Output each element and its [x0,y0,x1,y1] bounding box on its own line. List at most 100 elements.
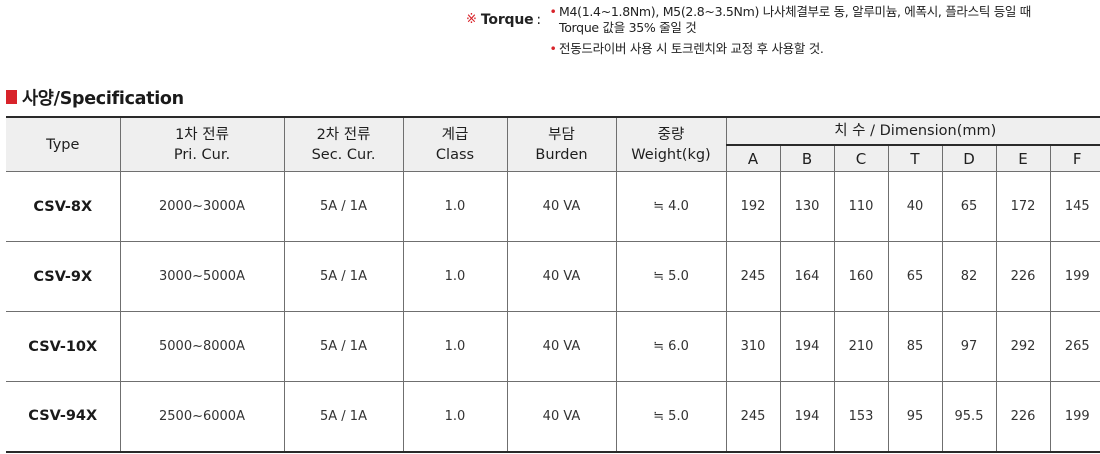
header-class-en: Class [435,146,475,163]
header-burden: 부담 Burden [506,116,617,172]
cell-dim-f: 145 [1049,171,1100,242]
cell-dim-a: 245 [725,241,781,312]
cell-dim-t: 65 [887,241,943,312]
torque-key: ※ Torque : [466,4,547,36]
cell-weight: ≒ 6.0 [615,311,727,382]
header-primary-current: 1차 전류 Pri. Cur. [119,116,285,172]
red-square-icon [6,90,17,104]
cell-dim-b: 194 [779,381,835,453]
cell-burden: 40 VA [506,311,617,382]
cell-dim-e: 226 [995,381,1051,453]
header-class: 계급 Class [402,116,508,172]
cell-secondary-current: 5A / 1A [283,241,404,312]
section-title: 사양/Specification [22,88,184,109]
cell-dim-d: 82 [941,241,997,312]
torque-note: ※ Torque : • M4(1.4~1.8Nm), M5(2.8~3.5Nm… [466,4,1096,36]
bullet-icon: • [549,41,557,56]
reference-mark: ※ [466,12,477,27]
cell-weight: ≒ 5.0 [615,381,727,453]
torque-line-2-text: Torque 값을 35% 줄일 것 [559,20,697,35]
table-row: CSV-10X 5000~8000A 5A / 1A 1.0 40 VA ≒ 6… [6,311,1100,382]
header-dimension: 치 수 / Dimension(mm) [725,116,1100,146]
cell-weight: ≒ 5.0 [615,241,727,312]
torque-line-2: Torque 값을 35% 줄일 것 [547,20,1096,36]
cell-dim-d: 65 [941,171,997,242]
cell-weight: ≒ 4.0 [615,171,727,242]
header-dim-a: A [726,144,781,172]
cell-dim-b: 194 [779,311,835,382]
header-secondary-current: 2차 전류 Sec. Cur. [283,116,404,172]
driver-line-text: 전동드라이버 사용 시 토크렌치와 교정 후 사용할 것. [559,41,824,56]
cell-dim-d: 97 [941,311,997,382]
driver-line: • 전동드라이버 사용 시 토크렌치와 교정 후 사용할 것. [547,41,1096,57]
bullet-icon: • [549,4,557,19]
cell-dim-t: 85 [887,311,943,382]
header-burden-ko: 부담 [548,126,575,143]
cell-dim-c: 153 [833,381,889,453]
header-class-ko: 계급 [441,126,469,143]
cell-dim-a: 310 [725,311,781,382]
cell-primary-current: 2000~3000A [119,171,285,242]
section-heading: 사양/Specification [6,84,184,110]
header-burden-en: Burden [535,146,588,163]
cell-dim-c: 110 [833,171,889,242]
header-dim-e: E [995,144,1051,172]
cell-secondary-current: 5A / 1A [283,171,404,242]
torque-label: Torque [480,12,534,28]
cell-dim-e: 172 [995,171,1051,242]
cell-primary-current: 3000~5000A [119,241,285,312]
cell-primary-current: 5000~8000A [119,311,285,382]
cell-dim-b: 130 [779,171,835,242]
header-type: Type [6,116,121,172]
table-row: CSV-8X 2000~3000A 5A / 1A 1.0 40 VA ≒ 4.… [6,171,1100,242]
cell-class: 1.0 [402,171,508,242]
header-secondary-current-en: Sec. Cur. [311,146,376,163]
cell-dim-t: 40 [887,171,943,242]
cell-dim-e: 292 [995,311,1051,382]
header-dim-c: C [833,144,889,172]
cell-dim-c: 160 [833,241,889,312]
cell-type: CSV-94X [6,381,121,453]
header-dim-b: B [779,144,835,172]
table-row: CSV-9X 3000~5000A 5A / 1A 1.0 40 VA ≒ 5.… [6,241,1100,312]
cell-dim-f: 199 [1049,241,1100,312]
cell-dim-f: 199 [1049,381,1100,453]
cell-class: 1.0 [402,241,508,312]
cell-dim-b: 164 [779,241,835,312]
cell-burden: 40 VA [506,241,617,312]
specification-table: Type 1차 전류 Pri. Cur. 2차 전류 Sec. Cur. 계급 … [6,116,1100,453]
cell-secondary-current: 5A / 1A [283,311,404,382]
header-primary-current-ko: 1차 전류 [175,126,229,143]
driver-note: • 전동드라이버 사용 시 토크렌치와 교정 후 사용할 것. [466,41,1096,57]
header-dim-d: D [941,144,997,172]
header-dim-f: F [1049,144,1100,172]
cell-type: CSV-9X [6,241,121,312]
cell-dim-c: 210 [833,311,889,382]
cell-dim-t: 95 [887,381,943,453]
cell-class: 1.0 [402,311,508,382]
header-primary-current-en: Pri. Cur. [173,146,231,163]
cell-primary-current: 2500~6000A [119,381,285,453]
cell-dim-a: 245 [725,381,781,453]
cell-dim-a: 192 [725,171,781,242]
header-weight: 중량 Weight(kg) [615,116,727,172]
torque-colon: : [536,12,542,28]
header-weight-en: Weight(kg) [631,146,711,163]
cell-type: CSV-8X [6,171,121,242]
cell-type: CSV-10X [6,311,121,382]
torque-note-body: • M4(1.4~1.8Nm), M5(2.8~3.5Nm) 나사체결부로 동,… [547,4,1096,36]
header-secondary-current-ko: 2차 전류 [316,126,371,143]
torque-line-1-text: M4(1.4~1.8Nm), M5(2.8~3.5Nm) 나사체결부로 동, 알… [559,4,1031,19]
cell-dim-d: 95.5 [941,381,997,453]
header-dim-t: T [887,144,943,172]
notes-block: ※ Torque : • M4(1.4~1.8Nm), M5(2.8~3.5Nm… [466,4,1096,57]
table-row: CSV-94X 2500~6000A 5A / 1A 1.0 40 VA ≒ 5… [6,381,1100,453]
header-weight-ko: 중량 [657,126,685,143]
cell-secondary-current: 5A / 1A [283,381,404,453]
cell-class: 1.0 [402,381,508,453]
torque-line-1: • M4(1.4~1.8Nm), M5(2.8~3.5Nm) 나사체결부로 동,… [547,4,1096,20]
cell-burden: 40 VA [506,171,617,242]
cell-dim-f: 265 [1049,311,1100,382]
cell-burden: 40 VA [506,381,617,453]
header-row-2: A B C T D E F [6,144,1100,172]
